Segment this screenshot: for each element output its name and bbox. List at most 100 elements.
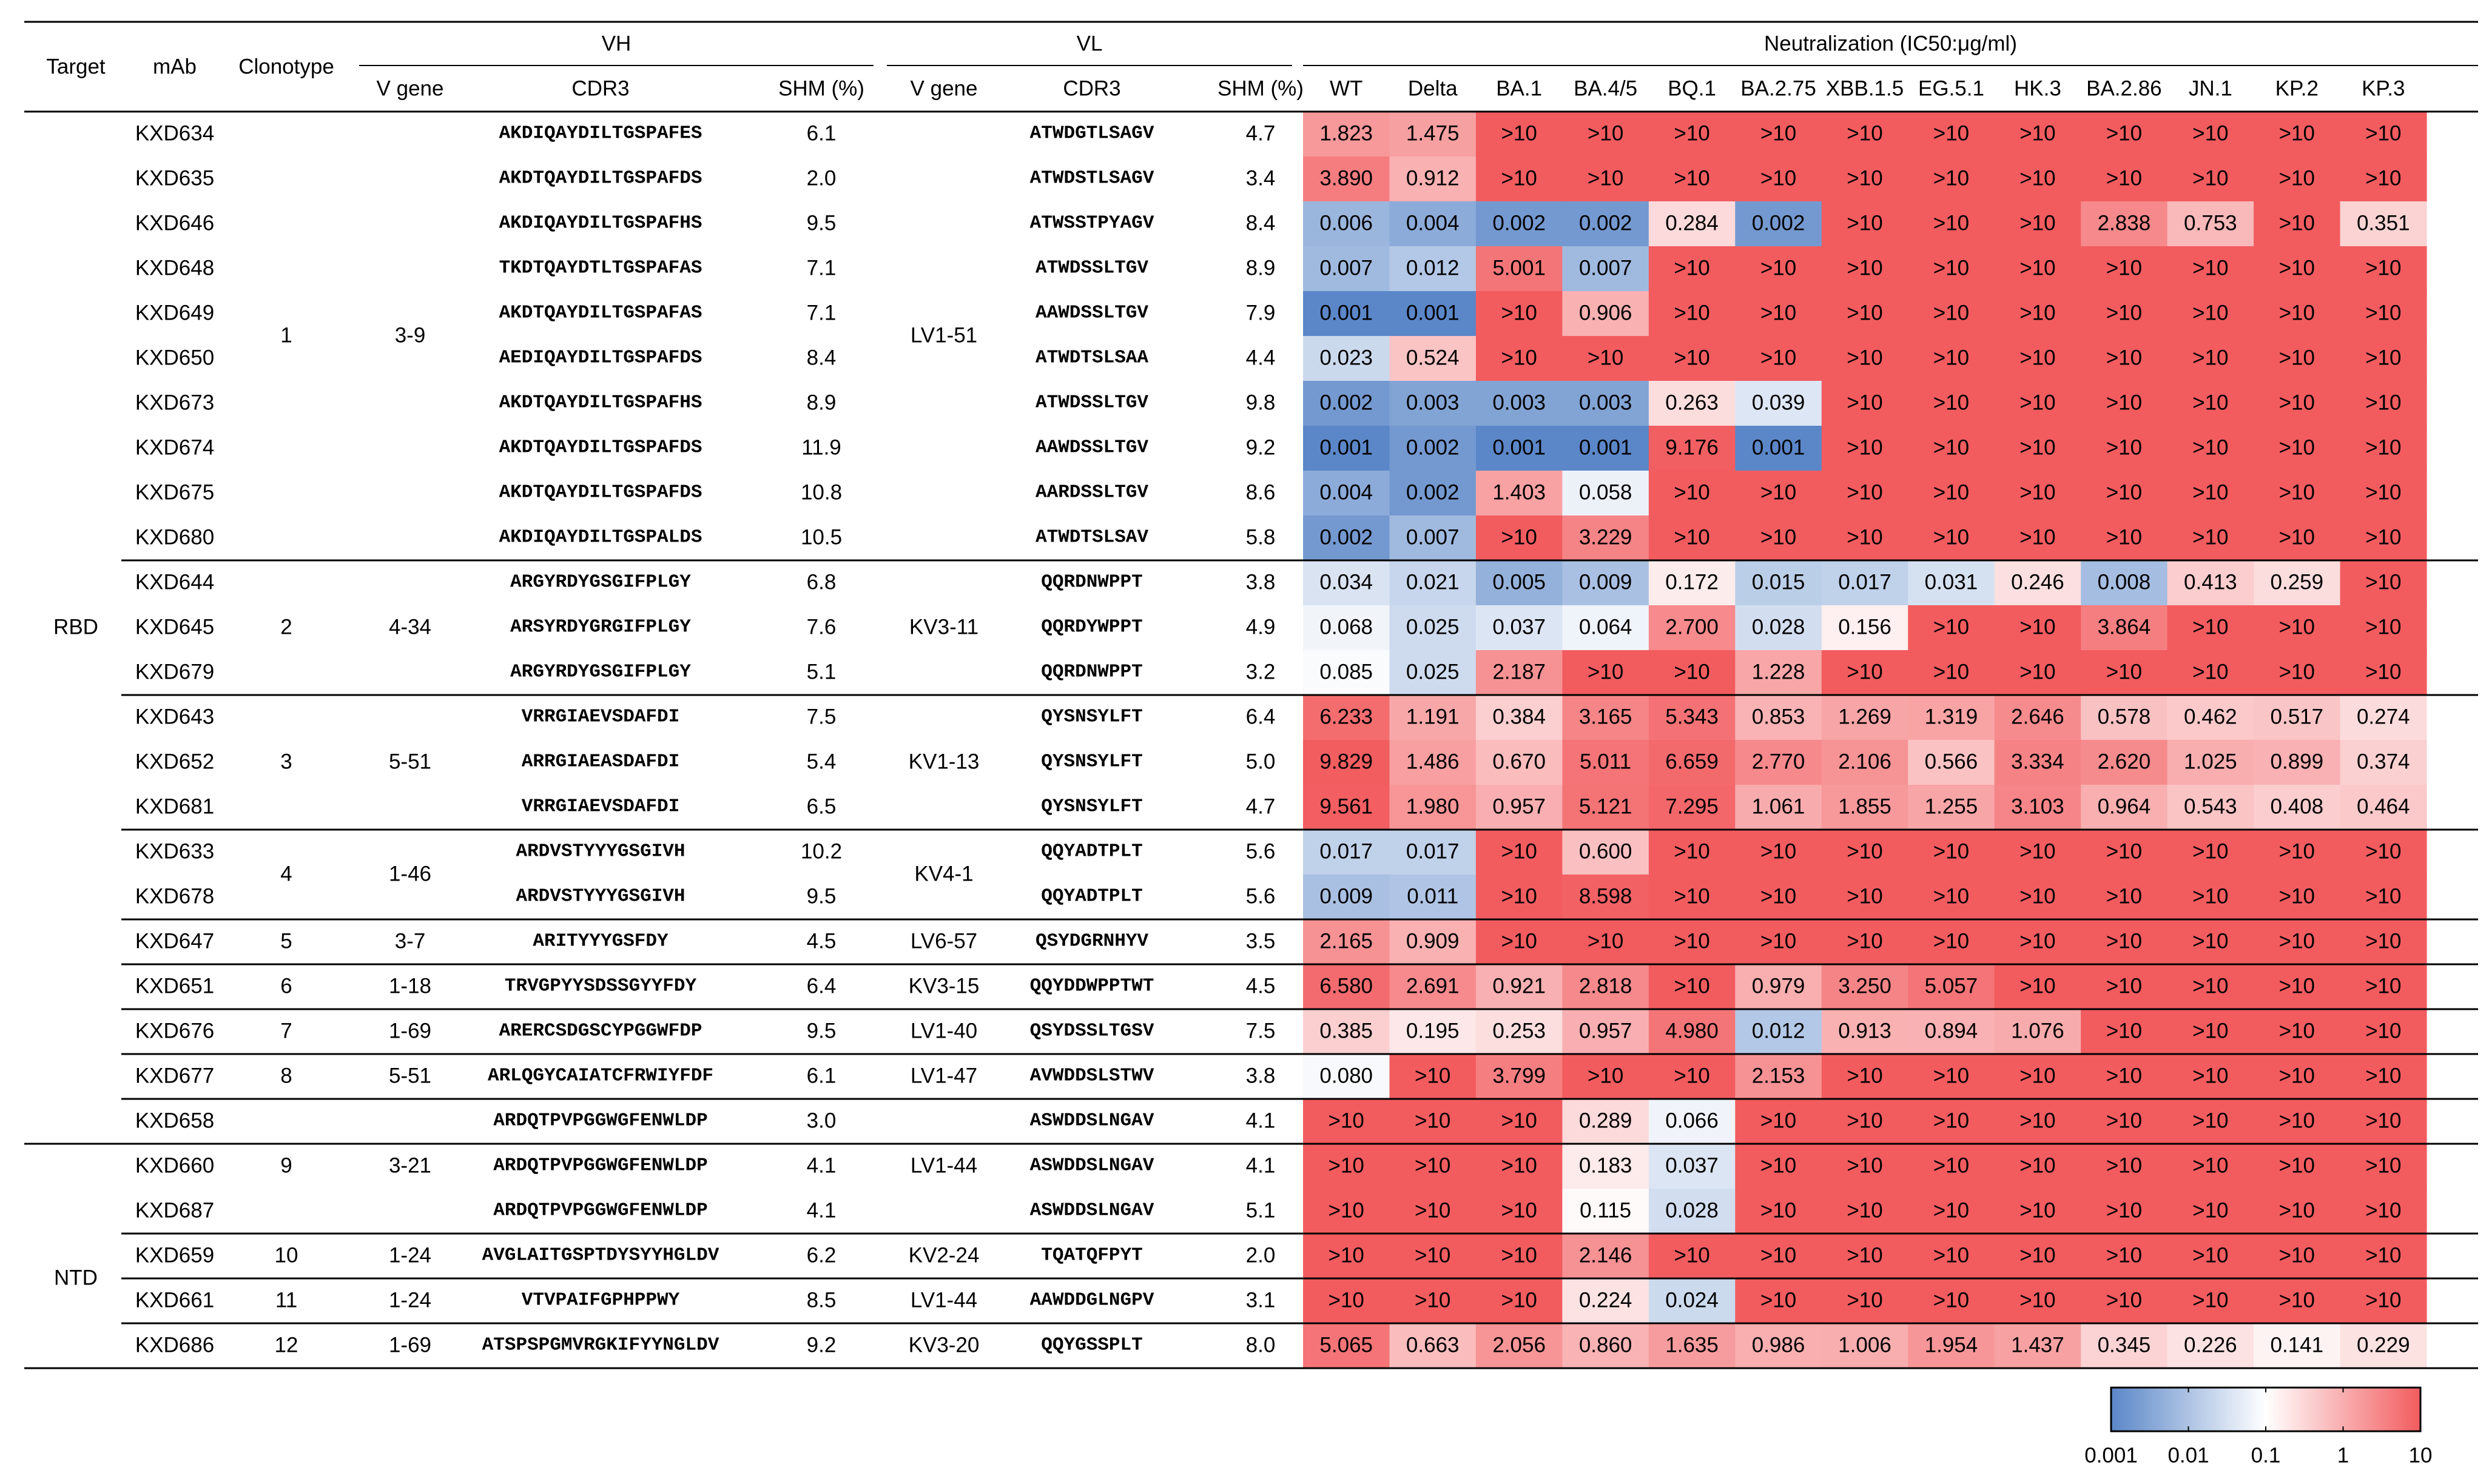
vh-shm-value: 7.5 — [807, 705, 837, 729]
ic50-value: 0.017 — [1319, 840, 1373, 864]
ic50-cell — [1562, 515, 1649, 561]
vh-shm-value: 11.9 — [801, 436, 841, 460]
vl-v-gene-label: LV1-40 — [911, 1019, 977, 1043]
ic50-value: 0.156 — [1838, 616, 1891, 639]
ic50-cell — [2254, 1278, 2341, 1324]
ic50-value: >10 — [1588, 122, 1623, 146]
ic50-value: >10 — [2279, 481, 2315, 505]
vh-cdr3-sequence: VTVPAIFGPHPPWY — [522, 1290, 680, 1311]
ic50-value: >10 — [2279, 1244, 2315, 1267]
ic50-cell — [1908, 112, 1995, 157]
vl-shm-value: 4.9 — [1246, 616, 1276, 639]
ic50-value: 0.003 — [1492, 391, 1546, 415]
ic50-value: 0.005 — [1492, 571, 1546, 594]
ic50-cell — [1908, 875, 1995, 920]
ic50-cell — [1735, 740, 1822, 785]
ic50-value: 8.598 — [1579, 885, 1632, 908]
vh-shm-value: 10.5 — [801, 526, 842, 549]
ic50-cell — [2340, 112, 2427, 157]
ic50-value: 0.384 — [1492, 705, 1546, 729]
vl-cdr3-sequence: QYSNSYLFT — [1041, 707, 1142, 728]
ic50-value: 0.543 — [2184, 795, 2237, 819]
ic50-cell — [2167, 964, 2254, 1010]
ic50-value: >10 — [2365, 257, 2401, 280]
ic50-value: >10 — [2019, 167, 2055, 190]
ic50-value: >10 — [2019, 660, 2055, 684]
ic50-value: >10 — [2019, 840, 2055, 864]
ic50-cell — [1475, 740, 1563, 785]
ic50-cell — [1821, 964, 1908, 1010]
ic50-cell — [2340, 156, 2427, 202]
mab-label: KXD658 — [135, 1109, 214, 1133]
vl-shm-value: 8.4 — [1246, 212, 1276, 235]
ic50-value: 3.103 — [2011, 795, 2064, 819]
ic50-value: 0.894 — [1925, 1019, 1978, 1043]
ic50-cell — [1303, 381, 1390, 426]
ic50-cell — [1735, 1278, 1822, 1324]
ic50-cell — [1821, 201, 1908, 247]
ic50-value: 0.226 — [2184, 1334, 2237, 1357]
ic50-value: 0.004 — [1319, 481, 1373, 505]
vh-shm-value: 8.4 — [807, 346, 837, 370]
clonotype-label: 1 — [280, 324, 292, 347]
ic50-cell — [1475, 1278, 1563, 1324]
ic50-cell — [1735, 1054, 1822, 1100]
vh-cdr3-sequence: ARDVSTYYYGSGIVH — [516, 886, 685, 907]
ic50-cell — [1389, 1009, 1477, 1055]
ic50-value: 2.056 — [1492, 1334, 1546, 1357]
ic50-value: 3.334 — [2011, 750, 2064, 774]
ic50-value: >10 — [1933, 346, 1969, 370]
vl-cdr3-sequence: ASWDDSLNGAV — [1030, 1110, 1154, 1132]
ic50-value: 0.006 — [1319, 212, 1373, 235]
vh-shm-value: 6.1 — [807, 1064, 837, 1088]
ic50-cell — [2167, 156, 2254, 202]
ic50-cell — [2340, 1323, 2427, 1369]
ic50-cell — [1821, 381, 1908, 426]
ic50-cell — [1389, 1054, 1477, 1100]
ic50-cell — [2167, 1144, 2254, 1189]
ic50-cell — [2254, 875, 2341, 920]
clonotype-label: 2 — [280, 616, 292, 639]
ic50-value: 1.255 — [1925, 795, 1978, 819]
ic50-cell — [1994, 560, 2081, 606]
variant-header-ba-2-86: BA.2.86 — [2086, 77, 2162, 101]
ic50-cell — [2254, 1054, 2341, 1100]
vh-shm-value: 9.5 — [807, 1019, 837, 1043]
ic50-cell — [1908, 515, 1995, 561]
ic50-cell — [1735, 112, 1822, 157]
ic50-value: >10 — [2106, 1109, 2142, 1133]
ic50-value: 0.002 — [1319, 526, 1373, 549]
variant-header-eg-5-1: EG.5.1 — [1918, 77, 1984, 101]
ic50-value: 0.002 — [1492, 212, 1546, 235]
vl-shm-value: 9.8 — [1246, 391, 1276, 415]
mab-label: KXD643 — [135, 705, 214, 729]
ic50-cell — [1648, 875, 1736, 920]
ic50-value: >10 — [1588, 167, 1623, 190]
vl-cdr3-sequence: QQYDDWPPTWT — [1030, 976, 1154, 997]
ic50-cell — [1648, 1234, 1736, 1279]
ic50-cell — [1735, 964, 1822, 1010]
ic50-cell — [1735, 695, 1822, 740]
mab-label: KXD648 — [135, 257, 214, 280]
ic50-value: 0.001 — [1579, 436, 1632, 460]
vh-cdr3-sequence: ARRGIAEASDAFDI — [522, 751, 679, 773]
ic50-cell — [1648, 560, 1736, 606]
ic50-cell — [1303, 785, 1390, 830]
ic50-cell — [1994, 919, 2081, 965]
ic50-cell — [1735, 201, 1822, 247]
vl-cdr3-sequence: QQRDNWPPT — [1041, 572, 1142, 593]
variant-header-hk-3: HK.3 — [2014, 77, 2061, 101]
vl-shm-value: 3.1 — [1246, 1289, 1276, 1312]
ic50-cell — [1908, 1323, 1995, 1369]
ic50-value: 0.172 — [1665, 571, 1719, 594]
ic50-value: >10 — [1933, 1244, 1969, 1267]
vl-cdr3-sequence: ATWDGTLSAGV — [1030, 123, 1154, 144]
ic50-value: >10 — [2019, 1244, 2055, 1267]
vl-v-gene-label: LV1-51 — [911, 324, 977, 347]
mab-label: KXD660 — [135, 1154, 214, 1178]
ic50-cell — [1475, 336, 1563, 381]
ic50-value: 0.007 — [1579, 257, 1632, 280]
vh-shm-value: 5.1 — [807, 660, 837, 684]
vh-shm-value: 7.1 — [807, 301, 837, 325]
ic50-cell — [1735, 515, 1822, 561]
